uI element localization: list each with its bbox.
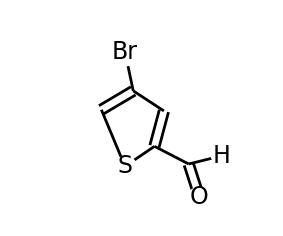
Ellipse shape (113, 157, 137, 176)
Ellipse shape (211, 147, 232, 164)
Text: O: O (190, 185, 209, 209)
Text: Br: Br (112, 40, 138, 64)
Text: H: H (213, 144, 231, 168)
Ellipse shape (188, 187, 211, 207)
Text: S: S (117, 154, 132, 178)
Ellipse shape (108, 38, 142, 66)
